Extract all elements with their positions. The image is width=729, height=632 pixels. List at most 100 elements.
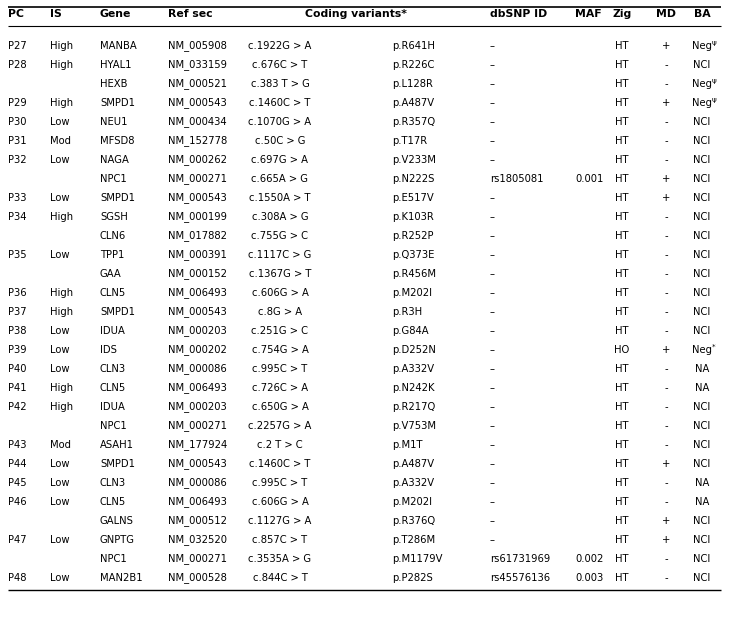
- Text: NM_000521: NM_000521: [168, 78, 227, 90]
- Text: p.P282S: p.P282S: [392, 573, 433, 583]
- Text: -: -: [664, 554, 668, 564]
- Text: -: -: [664, 402, 668, 412]
- Text: c.995C > T: c.995C > T: [252, 478, 308, 488]
- Text: –: –: [490, 231, 495, 241]
- Text: HT: HT: [615, 155, 628, 165]
- Text: NM_000199: NM_000199: [168, 212, 227, 222]
- Text: c.676C > T: c.676C > T: [252, 60, 308, 70]
- Text: P29: P29: [8, 98, 27, 108]
- Text: NCI: NCI: [693, 174, 711, 184]
- Text: NM_000271: NM_000271: [168, 174, 227, 185]
- Text: p.V753M: p.V753M: [392, 421, 436, 431]
- Text: –: –: [490, 364, 495, 374]
- Text: HT: HT: [615, 573, 628, 583]
- Text: NM_000543: NM_000543: [168, 97, 227, 109]
- Text: -: -: [664, 250, 668, 260]
- Text: Low: Low: [50, 193, 69, 203]
- Text: NM_000262: NM_000262: [168, 155, 227, 166]
- Text: HT: HT: [615, 60, 628, 70]
- Text: Low: Low: [50, 535, 69, 545]
- Text: SMPD1: SMPD1: [100, 98, 135, 108]
- Text: HT: HT: [615, 41, 628, 51]
- Text: +: +: [662, 41, 670, 51]
- Text: NA: NA: [695, 364, 709, 374]
- Text: NCI: NCI: [693, 326, 711, 336]
- Text: p.V233M: p.V233M: [392, 155, 436, 165]
- Text: P48: P48: [8, 573, 26, 583]
- Text: Gene: Gene: [100, 9, 131, 19]
- Text: –: –: [490, 212, 495, 222]
- Text: 0.003: 0.003: [575, 573, 604, 583]
- Text: P40: P40: [8, 364, 26, 374]
- Text: NEU1: NEU1: [100, 117, 128, 127]
- Text: p.M202I: p.M202I: [392, 288, 432, 298]
- Text: p.L128R: p.L128R: [392, 79, 433, 89]
- Text: c.383 T > G: c.383 T > G: [251, 79, 309, 89]
- Text: ψ: ψ: [712, 97, 717, 103]
- Text: High: High: [50, 307, 73, 317]
- Text: High: High: [50, 288, 73, 298]
- Text: p.K103R: p.K103R: [392, 212, 434, 222]
- Text: High: High: [50, 60, 73, 70]
- Text: NCI: NCI: [693, 212, 711, 222]
- Text: P43: P43: [8, 440, 26, 450]
- Text: NCI: NCI: [693, 193, 711, 203]
- Text: TPP1: TPP1: [100, 250, 125, 260]
- Text: p.A487V: p.A487V: [392, 459, 434, 469]
- Text: NCI: NCI: [693, 554, 711, 564]
- Text: c.1922G > A: c.1922G > A: [249, 41, 312, 51]
- Text: P41: P41: [8, 383, 27, 393]
- Text: -: -: [664, 364, 668, 374]
- Text: –: –: [490, 155, 495, 165]
- Text: NM_000202: NM_000202: [168, 344, 227, 355]
- Text: c.2 T > C: c.2 T > C: [257, 440, 303, 450]
- Text: –: –: [490, 269, 495, 279]
- Text: HT: HT: [615, 136, 628, 146]
- Text: c.1117C > G: c.1117C > G: [249, 250, 312, 260]
- Text: p.M202I: p.M202I: [392, 497, 432, 507]
- Text: p.N242K: p.N242K: [392, 383, 434, 393]
- Text: PC: PC: [8, 9, 24, 19]
- Text: High: High: [50, 212, 73, 222]
- Text: NCI: NCI: [693, 459, 711, 469]
- Text: P27: P27: [8, 41, 27, 51]
- Text: p.A332V: p.A332V: [392, 478, 434, 488]
- Text: –: –: [490, 383, 495, 393]
- Text: Zig: Zig: [612, 9, 631, 19]
- Text: HT: HT: [615, 250, 628, 260]
- Text: ψ: ψ: [712, 40, 717, 46]
- Text: c.8G > A: c.8G > A: [258, 307, 302, 317]
- Text: p.G84A: p.G84A: [392, 326, 429, 336]
- Text: Low: Low: [50, 155, 69, 165]
- Text: Neg: Neg: [692, 98, 712, 108]
- Text: P37: P37: [8, 307, 27, 317]
- Text: P36: P36: [8, 288, 27, 298]
- Text: p.A487V: p.A487V: [392, 98, 434, 108]
- Text: HT: HT: [615, 288, 628, 298]
- Text: P45: P45: [8, 478, 27, 488]
- Text: NCI: NCI: [693, 307, 711, 317]
- Text: –: –: [490, 345, 495, 355]
- Text: NM_152778: NM_152778: [168, 135, 227, 147]
- Text: NM_000086: NM_000086: [168, 478, 227, 489]
- Text: HT: HT: [615, 535, 628, 545]
- Text: Coding variants*: Coding variants*: [305, 9, 407, 19]
- Text: BA: BA: [694, 9, 710, 19]
- Text: NPC1: NPC1: [100, 174, 127, 184]
- Text: c.665A > G: c.665A > G: [252, 174, 308, 184]
- Text: –: –: [490, 117, 495, 127]
- Text: c.1070G > A: c.1070G > A: [249, 117, 311, 127]
- Text: c.1367G > T: c.1367G > T: [249, 269, 311, 279]
- Text: p.R3H: p.R3H: [392, 307, 422, 317]
- Text: HT: HT: [615, 402, 628, 412]
- Text: –: –: [490, 193, 495, 203]
- Text: dbSNP ID: dbSNP ID: [490, 9, 547, 19]
- Text: NM_006493: NM_006493: [168, 288, 227, 298]
- Text: MANBA: MANBA: [100, 41, 137, 51]
- Text: IDS: IDS: [100, 345, 117, 355]
- Text: –: –: [490, 60, 495, 70]
- Text: rs61731969: rs61731969: [490, 554, 550, 564]
- Text: NCI: NCI: [693, 421, 711, 431]
- Text: NM_000434: NM_000434: [168, 116, 227, 128]
- Text: HT: HT: [615, 326, 628, 336]
